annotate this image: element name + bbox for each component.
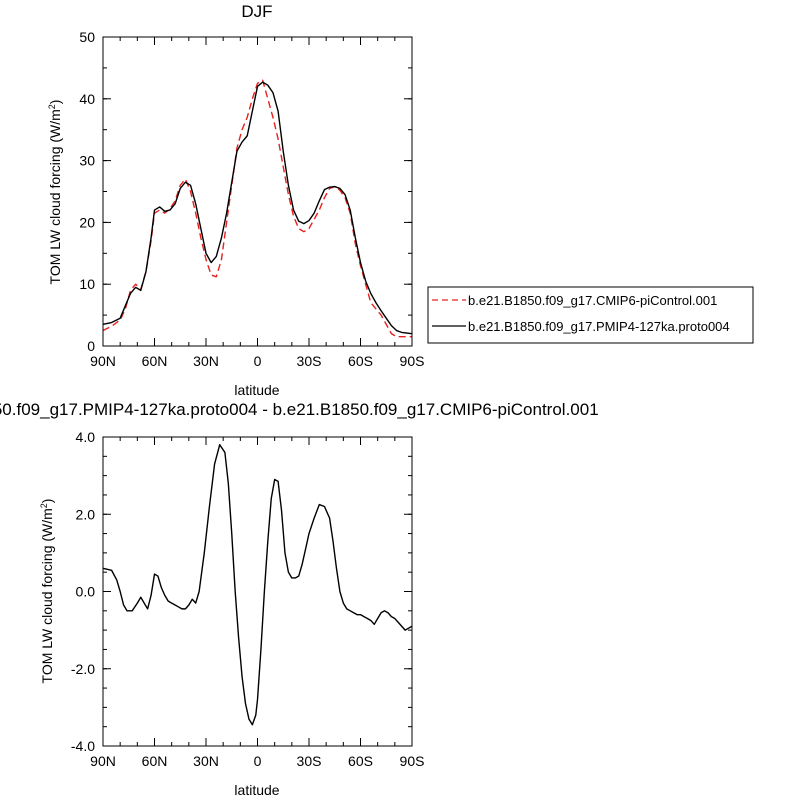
top-panel-ylabel-main: TOM LW cloud forcing (W/m [47,109,63,284]
bottom-y-tick-label: 4.0 [76,429,96,445]
top-panel-title: DJF [241,2,272,21]
top-x-tick-label: 60S [348,353,373,369]
bottom-panel-frame [102,436,413,747]
bottom-x-tick-label: 0 [254,753,262,769]
bottom-panel-ylabel-main: TOM LW cloud forcing (W/m [39,508,55,683]
top-panel-frame [102,36,413,347]
top-panel-series [102,79,413,338]
bottom-y-tick-label: 2.0 [76,506,96,522]
top-y-tick-label: 20 [79,214,95,230]
top-y-tick-label: 0 [87,338,95,354]
top-x-tick-label: 90N [90,353,116,369]
bottom-panel-ylabel: TOM LW cloud forcing (W/m2) [39,499,55,684]
bottom-panel-series [102,444,413,726]
top-x-tick-label: 60N [142,353,168,369]
bottom-x-tick-label: 30S [297,753,322,769]
legend: b.e21.B1850.f09_g17.CMIP6-piControl.001 … [427,286,754,344]
top-x-tick-label: 30S [297,353,322,369]
bottom-y-tick-label: -4.0 [71,738,95,754]
bottom-panel-ylabel-sup: 2 [39,503,49,508]
top-panel-ylabel: TOM LW cloud forcing (W/m2) [47,100,63,285]
top-y-tick-label: 50 [79,29,95,45]
bottom-y-tick-label: -2.0 [71,661,95,677]
bottom-x-tick-label: 60S [348,753,373,769]
top-panel-ylabel-sup: 2 [47,104,57,109]
top-x-tick-label: 90S [400,353,425,369]
bottom-x-tick-label: 90N [90,753,116,769]
legend-box [427,286,754,344]
bottom-panel-ylabel-end: ) [39,499,55,504]
top-series-line-0 [102,79,412,338]
top-x-tick-label: 0 [254,353,262,369]
bottom-panel-ticks: 90N 60N 30N 0 30S 60S 90S -4.0 -2.0 0.0 2.0 4.0 [71,429,425,769]
top-x-tick-label: 30N [193,353,219,369]
bottom-panel-xlabel: latitude [234,782,279,798]
top-panel-ticks: 90N 60N 30N 0 30S 60S 90S 0 10 20 30 40 50 [79,29,424,369]
top-series-line-1 [102,81,413,335]
bottom-panel: b.e21.B1850.f09_g17.PMIP4-127ka.proto004… [0,400,599,798]
top-panel-xlabel: latitude [234,382,279,398]
bottom-x-tick-label: 60N [142,753,168,769]
top-y-tick-label: 30 [79,153,95,169]
bottom-x-tick-label: 90S [400,753,425,769]
top-panel: DJF 90N 60N 30N 0 30S 60S 90S 0 10 20 30 40 50 latit… [47,2,754,398]
top-y-tick-label: 10 [79,276,95,292]
top-y-tick-label: 40 [79,91,95,107]
bottom-panel-title: b.e21.B1850.f09_g17.PMIP4-127ka.proto004… [0,400,599,419]
top-panel-ylabel-end: ) [47,100,63,105]
bottom-y-tick-label: 0.0 [76,584,96,600]
bottom-x-tick-label: 30N [193,753,219,769]
legend-label-cmip6: b.e21.B1850.f09_g17.CMIP6-piControl.001 [468,293,717,308]
legend-label-pmip4: b.e21.B1850.f09_g17.PMIP4-127ka.proto004 [468,319,730,334]
bottom-series-line-0 [102,444,413,726]
